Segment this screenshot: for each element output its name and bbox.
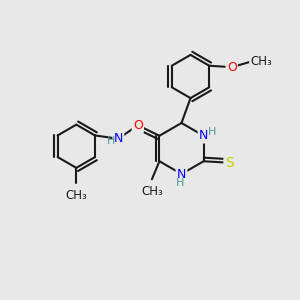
Text: H: H (176, 178, 184, 188)
Text: N: N (177, 167, 186, 181)
Text: H: H (106, 136, 115, 146)
Text: O: O (227, 61, 237, 74)
Text: N: N (114, 132, 123, 145)
Text: N: N (199, 129, 208, 142)
Text: S: S (225, 156, 233, 170)
Text: CH₃: CH₃ (141, 184, 163, 198)
Text: O: O (133, 119, 143, 132)
Text: CH₃: CH₃ (250, 55, 272, 68)
Text: H: H (208, 127, 216, 137)
Text: CH₃: CH₃ (65, 189, 87, 202)
